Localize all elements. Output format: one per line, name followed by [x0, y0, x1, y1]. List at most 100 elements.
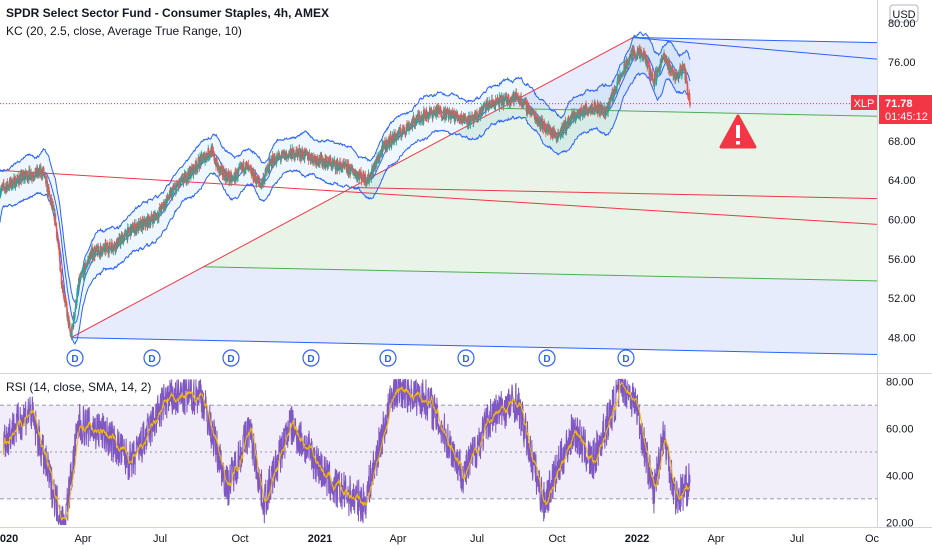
candle-body — [495, 100, 498, 103]
dividend-marker-label: D — [543, 354, 550, 365]
price-axis[interactable]: 48.0052.0056.0060.0064.0068.0072.0076.00… — [888, 18, 916, 345]
fib-level-line — [351, 187, 877, 200]
candle-body — [464, 116, 467, 121]
candle-body — [123, 236, 126, 242]
candle-body — [184, 175, 187, 182]
candle-body — [493, 104, 496, 106]
candle-body — [439, 107, 442, 113]
candle-body — [557, 131, 560, 136]
candle-body — [580, 112, 583, 114]
candle-body — [503, 99, 506, 101]
price-badge[interactable]: XLP 71.78 01:45:12 — [851, 95, 932, 124]
dividend-marker[interactable] — [66, 349, 84, 367]
candle-body — [159, 206, 162, 212]
price-badge-value: 71.78 — [885, 98, 913, 110]
candle-body — [271, 164, 273, 167]
candle-body — [503, 99, 505, 106]
candle-body — [555, 135, 557, 137]
time-tick-label: Jul — [153, 533, 167, 545]
candle-body — [576, 111, 578, 118]
rsi-axis[interactable]: 80.00 60.00 40.00 20.00 — [886, 377, 914, 530]
candle-body — [512, 95, 514, 99]
candle-body — [350, 165, 352, 167]
candle-body — [352, 172, 355, 176]
candle-body — [340, 162, 342, 168]
candle-body — [404, 131, 406, 133]
candle-body — [545, 128, 548, 134]
candle-body — [394, 133, 397, 138]
dividend-marker[interactable] — [538, 349, 556, 367]
candle-body — [220, 166, 223, 169]
dividend-marker[interactable] — [222, 349, 240, 367]
candle-body — [588, 107, 591, 112]
price-tick-label: 76.00 — [888, 57, 916, 69]
candle-body — [563, 122, 565, 130]
candle-body — [377, 155, 380, 162]
dividend-marker[interactable] — [379, 349, 397, 367]
candle-body — [28, 169, 30, 180]
indicator-label[interactable]: KC (20, 2.5, close, Average True Range, … — [6, 24, 242, 38]
candle-body — [234, 171, 236, 182]
time-axis[interactable]: 2020 Apr Jul Oct 2021 Apr Jul Oct 2022 Apr Jul Oc — [0, 533, 880, 545]
candle-body — [358, 172, 361, 177]
candle-body — [515, 92, 518, 96]
candle-body — [567, 118, 569, 124]
dividend-marker[interactable] — [302, 349, 320, 367]
candle-body — [297, 151, 300, 154]
candle-body — [520, 100, 523, 106]
candle-body — [303, 152, 305, 159]
candle-body — [627, 62, 630, 65]
dividend-marker[interactable] — [457, 349, 475, 367]
candle-body — [474, 114, 476, 116]
candle-body — [318, 157, 321, 163]
candle-body — [679, 66, 681, 76]
candle-body — [202, 155, 205, 160]
median-line[interactable] — [0, 169, 877, 225]
dividend-marker[interactable] — [617, 349, 635, 367]
candle-body — [599, 108, 602, 115]
candle-body — [202, 159, 204, 163]
candle-body — [413, 116, 415, 119]
candle-body — [126, 227, 129, 240]
candle-body — [390, 135, 392, 147]
rsi-label[interactable]: RSI (14, close, SMA, 14, 2) — [6, 380, 151, 394]
candle-body — [267, 167, 270, 171]
candle-body — [29, 173, 32, 181]
candle-body — [19, 174, 22, 177]
currency-label: USD — [892, 9, 915, 21]
candle-body — [494, 106, 497, 109]
candle-body — [12, 181, 14, 189]
candle-body — [355, 173, 358, 179]
candle-body — [290, 152, 293, 159]
candle-body — [332, 162, 335, 165]
currency-box[interactable] — [889, 4, 919, 23]
candle-body — [655, 71, 657, 82]
candle-body — [57, 240, 59, 244]
candle-body — [221, 166, 223, 168]
candle-body — [673, 72, 676, 76]
warning-icon[interactable] — [719, 114, 757, 149]
dividend-marker[interactable] — [143, 349, 161, 367]
candle-body — [603, 106, 606, 116]
candle-body — [516, 96, 519, 99]
kc-lower-band — [0, 72, 691, 345]
candle-body — [303, 149, 306, 159]
candle-body — [110, 242, 113, 253]
candle-body — [134, 230, 136, 234]
candle-body — [294, 155, 297, 157]
candle-body — [642, 50, 645, 60]
candle-body — [310, 156, 313, 162]
candle-body — [427, 111, 429, 119]
candle-body — [679, 66, 682, 69]
dividend-marker-label: D — [307, 354, 314, 365]
candle-body — [199, 157, 201, 168]
candle-body — [639, 50, 642, 54]
candle-body — [689, 101, 691, 106]
candle-body — [192, 165, 195, 176]
rsi-pane[interactable] — [0, 378, 877, 525]
price-pane[interactable] — [0, 31, 877, 355]
candle-body — [444, 118, 446, 120]
candle-body — [307, 155, 310, 161]
